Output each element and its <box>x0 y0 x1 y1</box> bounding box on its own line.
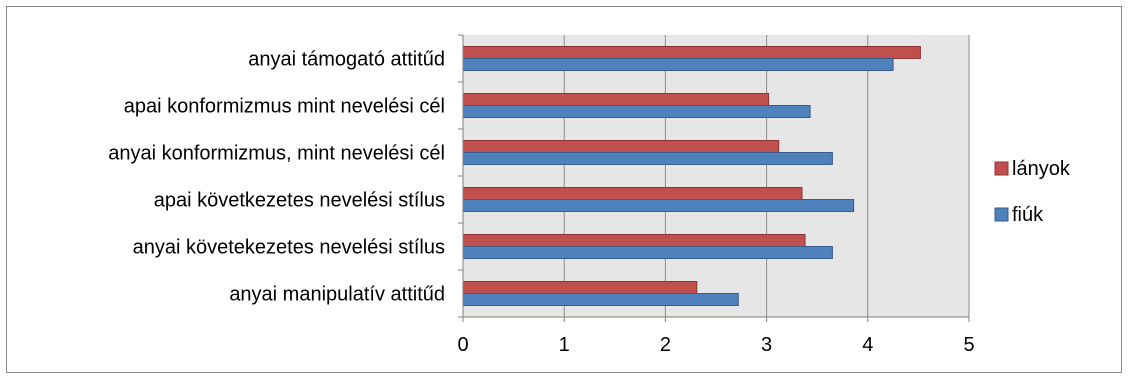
bar-fiuk <box>462 105 811 118</box>
bar-chart: anyai támogató attitűd apai konformizmus … <box>108 34 1071 356</box>
legend-swatch <box>994 161 1009 176</box>
category-label: anyai konformizmus, mint nevelési cél <box>108 143 445 165</box>
bar-fiuk <box>462 152 833 165</box>
plot-area <box>463 35 969 317</box>
bar-lanyok <box>462 281 698 294</box>
bar-fiuk <box>462 58 894 71</box>
bar-fiuk <box>462 246 833 259</box>
legend-label: fiúk <box>1012 204 1044 226</box>
category-label: anyai követekezetes nevelési stílus <box>133 237 445 259</box>
x-tick-label: 5 <box>963 334 974 356</box>
legend: lányok fiúk <box>994 158 1071 226</box>
category-label: apai konformizmus mint nevelési cél <box>124 96 445 118</box>
category-label: apai következetes nevelési stílus <box>154 190 445 212</box>
axes <box>458 34 970 322</box>
bar-lanyok <box>462 46 921 59</box>
legend-label: lányok <box>1012 158 1071 180</box>
chart-frame: anyai támogató attitűd apai konformizmus … <box>6 6 1122 373</box>
x-tick-label: 0 <box>457 334 468 356</box>
category-label: anyai manipulatív attitűd <box>229 284 445 306</box>
bar-fiuk <box>462 293 739 306</box>
bar-fiuk <box>462 199 855 212</box>
bars <box>462 46 921 306</box>
bar-lanyok <box>462 187 803 200</box>
x-tick-label: 2 <box>660 334 671 356</box>
legend-swatch <box>994 207 1009 222</box>
bar-lanyok <box>462 234 806 247</box>
category-labels: anyai támogató attitűd apai konformizmus … <box>108 49 445 306</box>
x-tick-label: 1 <box>559 334 570 356</box>
category-label: anyai támogató attitűd <box>248 49 445 71</box>
x-tick-label: 4 <box>862 334 873 356</box>
gridlines <box>563 35 970 317</box>
bar-lanyok <box>462 93 770 106</box>
x-tick-label: 3 <box>761 334 772 356</box>
x-tick-labels: 0 1 2 3 4 5 <box>457 334 974 356</box>
bar-lanyok <box>462 140 780 153</box>
